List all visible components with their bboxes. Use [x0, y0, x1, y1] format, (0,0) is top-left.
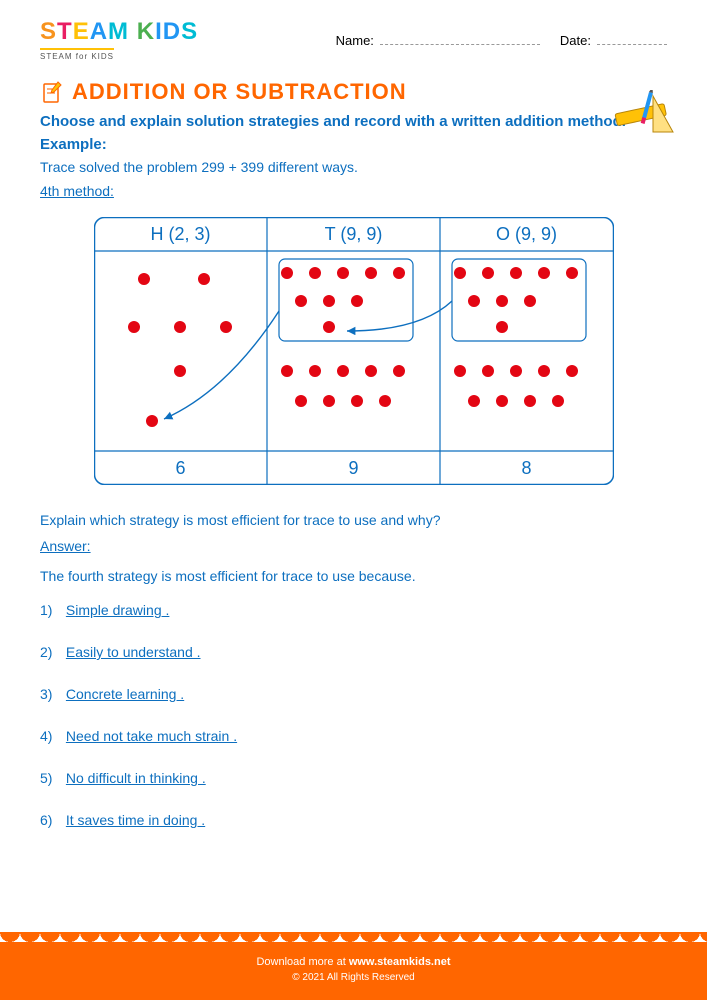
trace-problem-line: Trace solved the problem 299 + 399 diffe…: [40, 159, 667, 175]
reasons-list: 1) Simple drawing . 2) Easily to understa…: [40, 602, 667, 828]
reason-number: 5): [40, 770, 62, 786]
date-input-line[interactable]: [597, 31, 667, 45]
name-field: Name:: [336, 31, 540, 48]
reason-number: 2): [40, 644, 62, 660]
reason-item: 3) Concrete learning .: [40, 686, 667, 702]
svg-text:9: 9: [348, 458, 358, 478]
footer: Download more at www.steamkids.net © 202…: [0, 942, 707, 1000]
reason-item: 1) Simple drawing .: [40, 602, 667, 618]
reason-text: It saves time in doing .: [66, 812, 205, 828]
svg-text:O (9, 9): O (9, 9): [495, 224, 556, 244]
footer-copyright: © 2021 All Rights Reserved: [0, 972, 707, 983]
header: STEAM KIDS STEAM for KIDS Name: Date:: [0, 0, 707, 69]
explain-question: Explain which strategy is most efficient…: [40, 512, 667, 528]
date-field: Date:: [560, 31, 667, 48]
answer-label: Answer:: [40, 538, 667, 554]
reason-text: Concrete learning .: [66, 686, 184, 702]
reason-item: 6) It saves time in doing .: [40, 812, 667, 828]
footer-link[interactable]: www.steamkids.net: [349, 956, 451, 968]
name-input-line[interactable]: [380, 31, 540, 45]
reason-number: 3): [40, 686, 62, 702]
logo: STEAM KIDS STEAM for KIDS: [40, 18, 198, 61]
svg-text:6: 6: [175, 458, 185, 478]
reason-text: Need not take much strain .: [66, 728, 237, 744]
footer-download: Download more at www.steamkids.net: [0, 956, 707, 968]
title-row: ADDITION OR SUBTRACTION: [0, 69, 707, 105]
reason-number: 6): [40, 812, 62, 828]
reason-text: No difficult in thinking .: [66, 770, 206, 786]
reason-number: 1): [40, 602, 62, 618]
reason-item: 5) No difficult in thinking .: [40, 770, 667, 786]
date-label: Date:: [560, 33, 591, 48]
reason-text: Simple drawing .: [66, 602, 170, 618]
worksheet-icon: [40, 80, 64, 104]
svg-text:8: 8: [521, 458, 531, 478]
reason-item: 4) Need not take much strain .: [40, 728, 667, 744]
ruler-pencil-icon: [609, 90, 677, 140]
reason-text: Easily to understand .: [66, 644, 201, 660]
method-label: 4th method:: [40, 183, 667, 199]
place-value-diagram: H (2, 3) T (9, 9) O (9, 9) 6 9 8: [94, 217, 614, 490]
name-date-row: Name: Date:: [198, 31, 667, 48]
logo-sub: STEAM for KIDS: [40, 48, 114, 61]
reason-number: 4): [40, 728, 62, 744]
example-label: Example:: [40, 136, 667, 153]
content: Choose and explain solution strategies a…: [0, 105, 707, 828]
page-title: ADDITION OR SUBTRACTION: [72, 79, 407, 105]
reason-item: 2) Easily to understand .: [40, 644, 667, 660]
answer-statement: The fourth strategy is most efficient fo…: [40, 568, 667, 584]
instruction-text: Choose and explain solution strategies a…: [40, 111, 667, 132]
svg-text:H (2, 3): H (2, 3): [150, 224, 210, 244]
logo-main: STEAM KIDS: [40, 18, 198, 46]
svg-text:T (9, 9): T (9, 9): [324, 224, 382, 244]
name-label: Name:: [336, 33, 374, 48]
